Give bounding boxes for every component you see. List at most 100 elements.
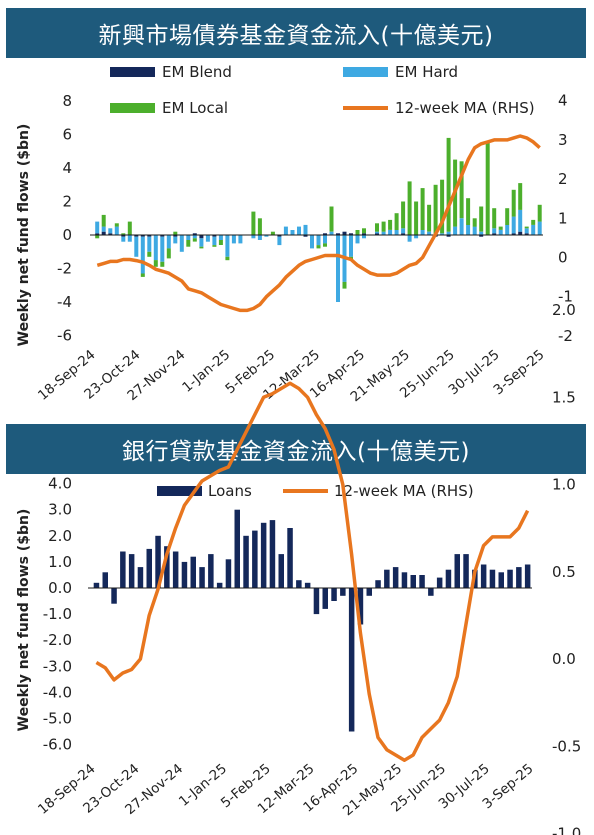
bar-loans xyxy=(401,572,408,588)
y-tick-label: 3.0 xyxy=(48,501,72,519)
bar-em-blend xyxy=(518,231,523,235)
bar-em-hard xyxy=(524,228,529,234)
bar-em-hard xyxy=(466,224,471,235)
bar-loans xyxy=(287,528,293,588)
bar-loans xyxy=(296,580,302,588)
bar-loans xyxy=(172,551,179,588)
y-tick-label: -6 xyxy=(57,327,72,345)
bar-em-local xyxy=(420,188,425,230)
bar-em-hard xyxy=(134,236,139,257)
bar-em-local xyxy=(127,221,132,235)
bar-em-hard xyxy=(537,221,542,235)
bar-em-hard xyxy=(192,235,197,239)
bar-em-hard xyxy=(218,235,223,240)
bar-loans xyxy=(516,567,522,588)
bar-em-local xyxy=(173,231,178,235)
bar-loans xyxy=(111,588,117,604)
bar-em-hard xyxy=(446,231,451,235)
bar-em-local xyxy=(388,219,393,230)
bar-loans xyxy=(278,554,284,588)
bar-em-hard xyxy=(297,226,301,235)
bar-em-local xyxy=(427,204,432,232)
bar-loans xyxy=(498,572,504,588)
bar-em-hard xyxy=(459,218,464,236)
bar-loans xyxy=(366,588,372,596)
bar-em-local xyxy=(511,189,516,217)
y2-tick-label: 0.0 xyxy=(552,650,576,668)
y2-tick-label: 2 xyxy=(558,170,568,188)
bar-em-local xyxy=(147,251,152,257)
bar-em-local xyxy=(407,181,412,235)
bar-em-hard xyxy=(166,235,171,249)
y-tick-label: -4 xyxy=(57,293,72,311)
bar-loans xyxy=(208,554,214,588)
bar-loans xyxy=(181,561,188,588)
legend-label: 12-week MA (RHS) xyxy=(334,482,474,500)
bar-em-blend xyxy=(375,233,379,235)
bar-em-hard xyxy=(251,235,256,239)
bar-em-hard xyxy=(472,226,477,235)
bar-em-local xyxy=(166,248,171,259)
bar-loans xyxy=(428,588,434,596)
bar-em-local xyxy=(323,243,327,247)
bar-em-blend xyxy=(121,235,126,237)
legend-label: EM Blend xyxy=(162,63,232,81)
bar-em-hard xyxy=(238,235,243,244)
y-tick-label: -2.0 xyxy=(43,631,72,649)
y-tick-label: -6.0 xyxy=(43,736,72,754)
bar-em-local xyxy=(140,273,145,277)
bar-em-local xyxy=(479,206,484,232)
y-tick-label: 0 xyxy=(62,226,72,244)
bar-em-blend xyxy=(342,231,347,235)
y2-tick-label: -1 xyxy=(558,288,573,306)
bar-em-blend xyxy=(349,233,353,235)
legend-label: EM Hard xyxy=(395,63,458,81)
y2-tick-label: 0 xyxy=(558,249,568,267)
y-tick-label: 2 xyxy=(62,193,72,211)
bar-loans xyxy=(480,564,487,588)
bar-em-blend xyxy=(199,235,204,239)
bar-em-hard xyxy=(225,235,230,257)
bar-em-hard xyxy=(205,235,210,242)
bar-em-hard xyxy=(511,216,516,234)
bar-em-hard xyxy=(316,235,321,246)
y-axis-label: Weekly net fund flows ($bn) xyxy=(16,124,32,347)
bar-em-local xyxy=(316,245,321,249)
legend-label: Loans xyxy=(208,482,252,500)
bar-em-blend xyxy=(401,233,406,235)
y-tick-label: -3.0 xyxy=(43,657,72,675)
chart1-legend: EM Blend EM Hard EM Local 12-week MA (RHS) xyxy=(110,63,535,117)
bar-em-local xyxy=(101,214,106,227)
bar-em-blend xyxy=(192,233,197,235)
bar-em-local xyxy=(518,183,523,210)
bar-em-local xyxy=(121,233,126,235)
bar-loans xyxy=(384,569,390,588)
bar-em-local xyxy=(270,231,275,235)
bar-em-blend xyxy=(524,233,529,235)
bar-em-hard xyxy=(427,231,432,235)
bar-em-hard xyxy=(290,230,295,235)
bar-loans xyxy=(322,588,328,609)
bar-em-hard xyxy=(440,233,445,235)
bar-loans xyxy=(304,582,311,588)
bar-em-blend xyxy=(134,235,139,237)
bar-loans xyxy=(128,554,135,588)
bar-em-local xyxy=(114,223,119,227)
bar-em-blend xyxy=(160,235,165,237)
bar-loans xyxy=(260,522,267,589)
bar-em-blend xyxy=(336,233,340,235)
bar-em-local xyxy=(433,184,438,236)
bar-em-hard xyxy=(375,231,379,234)
bar-em-local xyxy=(362,228,366,234)
bar-em-local xyxy=(192,238,197,242)
bar-em-hard xyxy=(355,235,360,244)
bar-em-blend xyxy=(323,233,327,235)
bar-em-hard xyxy=(95,221,100,234)
bar-em-local xyxy=(459,161,464,219)
bar-loans xyxy=(489,569,496,588)
bar-loans xyxy=(199,567,205,588)
bar-em-local xyxy=(524,226,529,229)
bar-em-hard xyxy=(479,231,484,235)
bar-em-local xyxy=(537,204,542,222)
bar-loans xyxy=(102,572,108,588)
